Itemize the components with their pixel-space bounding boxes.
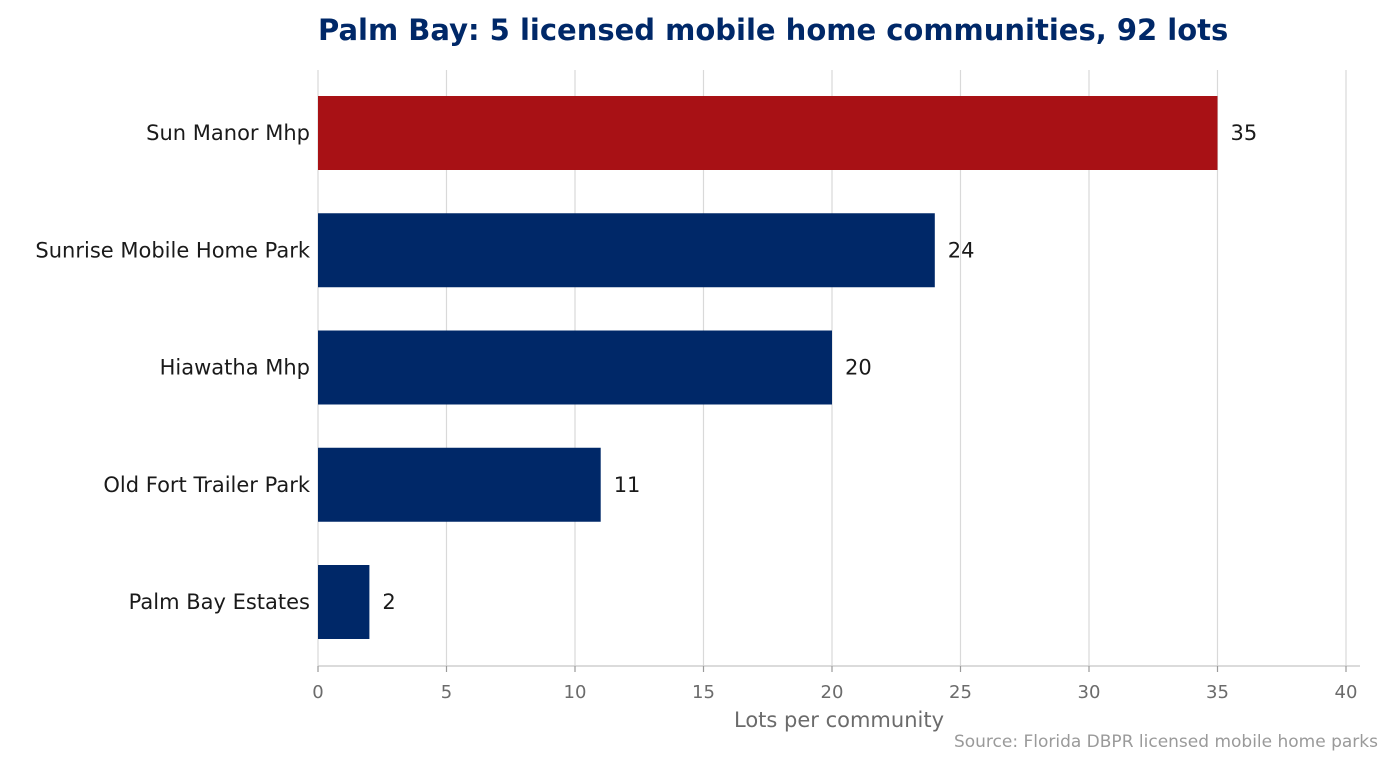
value-label: 35 (1231, 121, 1258, 145)
x-tick-label: 15 (692, 682, 715, 703)
bar (318, 565, 370, 639)
x-tick-label: 25 (949, 682, 972, 703)
value-label: 24 (948, 238, 975, 262)
x-tick-label: 20 (821, 682, 844, 703)
category-label: Old Fort Trailer Park (103, 473, 310, 497)
category-label: Palm Bay Estates (129, 590, 310, 614)
x-axis: 0 5 10 15 20 25 30 35 40 (312, 665, 1360, 703)
bar (318, 330, 832, 405)
x-tick-label: 10 (564, 682, 587, 703)
x-tick-label: 30 (1078, 682, 1101, 703)
x-tick-label: 35 (1206, 682, 1229, 703)
category-label: Hiawatha Mhp (160, 356, 310, 380)
value-label: 20 (845, 356, 872, 380)
x-tick-label: 40 (1335, 682, 1358, 703)
x-tick-label: 5 (441, 682, 452, 703)
source-note: Source: Florida DBPR licensed mobile hom… (954, 732, 1378, 752)
chart-title: Palm Bay: 5 licensed mobile home communi… (318, 13, 1228, 47)
bars: Sun Manor Mhp 35 Sunrise Mobile Home Park 2… (35, 96, 1257, 639)
x-tick-label: 0 (312, 682, 323, 703)
bar (318, 96, 1218, 170)
value-label: 2 (382, 590, 395, 614)
category-label: Sunrise Mobile Home Park (35, 238, 310, 262)
category-label: Sun Manor Mhp (146, 121, 310, 145)
bar (318, 213, 935, 288)
value-label: 11 (614, 473, 641, 497)
bar (318, 447, 601, 522)
x-axis-title: Lots per community (734, 708, 944, 732)
